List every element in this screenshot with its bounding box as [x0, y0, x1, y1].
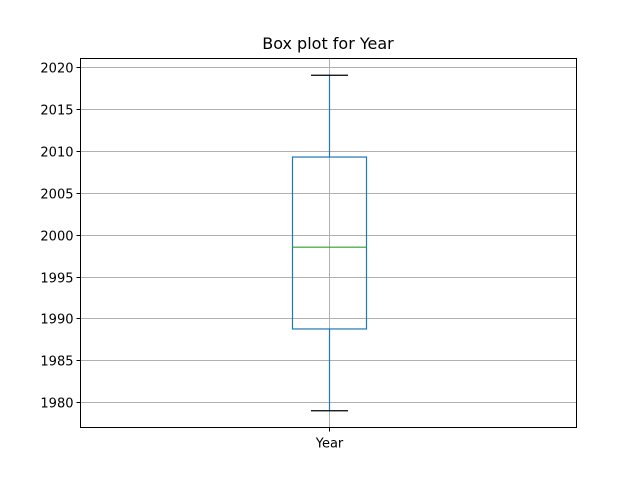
- y-tick-label: 2010: [40, 146, 73, 161]
- y-axis-ticks: 1980 1985 1990 1995 2000 2005 2010 2015 2020: [40, 62, 81, 412]
- y-tick-label: 2005: [40, 188, 73, 203]
- x-axis-ticks: Year: [315, 427, 344, 452]
- axes-frame: [80, 58, 577, 428]
- chart-title: Box plot for Year: [262, 34, 394, 53]
- y-tick-label: 1985: [40, 355, 73, 370]
- y-tick-label: 1990: [40, 313, 73, 328]
- y-tick-label: 1980: [40, 397, 73, 412]
- box-layer: [291, 74, 368, 412]
- grid-layer: [80, 58, 577, 428]
- y-tick-label: 2015: [40, 104, 73, 119]
- x-tick-label: Year: [315, 437, 344, 452]
- y-tick-label: 2020: [40, 62, 73, 77]
- y-tick-label: 1995: [40, 272, 73, 287]
- y-tick-label: 2000: [40, 230, 73, 245]
- interquartile-box: [291, 156, 368, 330]
